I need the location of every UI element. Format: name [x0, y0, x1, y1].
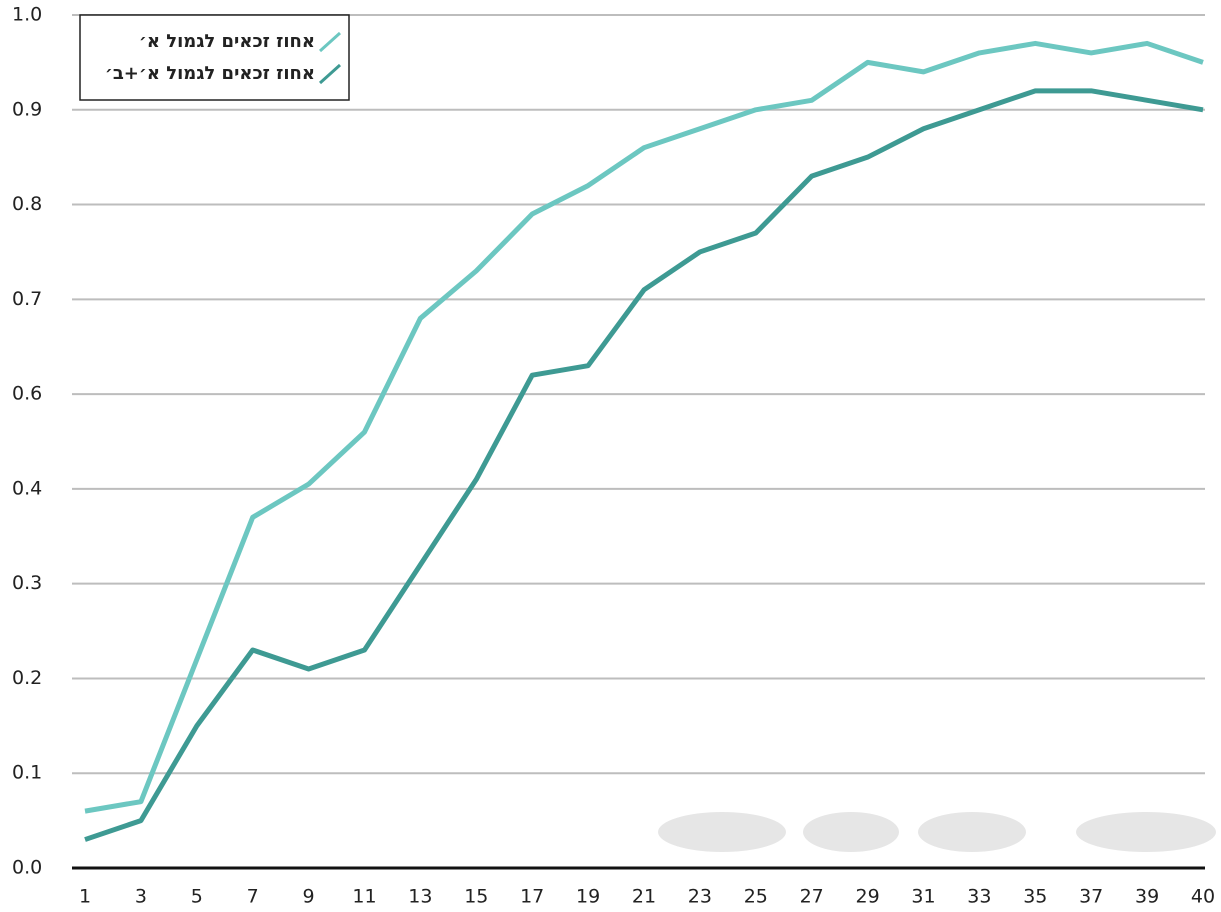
y-tick-label: 0.8: [12, 193, 42, 215]
x-tick-label: 9: [303, 886, 315, 908]
y-tick-label: 0.1: [12, 762, 42, 784]
x-tick-label: 37: [1079, 886, 1103, 908]
x-tick-label: 17: [520, 886, 544, 908]
legend-label: אחוז זכאים לגמול א׳+ב׳: [105, 63, 315, 84]
x-tick-label: 25: [744, 886, 768, 908]
x-tick-label: 11: [352, 886, 376, 908]
x-tick-label: 27: [800, 886, 824, 908]
x-tick-label: 40: [1191, 886, 1215, 908]
y-tick-label: 0.3: [12, 572, 42, 594]
x-tick-label: 1: [79, 886, 91, 908]
legend-box: [80, 15, 349, 100]
x-tick-label: 23: [688, 886, 712, 908]
x-tick-label: 29: [856, 886, 880, 908]
chart: 1.00.90.80.70.60.40.30.20.10.01357911131…: [0, 0, 1221, 912]
y-tick-label: 1.0: [12, 4, 42, 26]
y-tick-label: 0.7: [12, 288, 42, 310]
x-tick-label: 15: [464, 886, 488, 908]
series-line: [85, 43, 1203, 811]
y-tick-label: 0.9: [12, 98, 42, 120]
x-tick-label: 5: [191, 886, 203, 908]
x-tick-label: 19: [576, 886, 600, 908]
illustration: [658, 812, 1216, 852]
x-tick-label: 7: [247, 886, 259, 908]
x-tick-label: 31: [911, 886, 935, 908]
y-tick-label: 0.4: [12, 477, 42, 499]
y-tick-label: 0.6: [12, 383, 42, 405]
x-tick-label: 3: [135, 886, 147, 908]
x-tick-label: 13: [408, 886, 432, 908]
y-tick-label: 0.0: [12, 857, 42, 879]
x-tick-label: 21: [632, 886, 656, 908]
y-tick-label: 0.2: [12, 667, 42, 689]
series-line: [85, 91, 1203, 840]
x-tick-label: 33: [967, 886, 991, 908]
legend-label: אחוז זכאים לגמול א׳: [139, 31, 315, 52]
x-tick-label: 35: [1023, 886, 1047, 908]
x-tick-label: 39: [1135, 886, 1159, 908]
